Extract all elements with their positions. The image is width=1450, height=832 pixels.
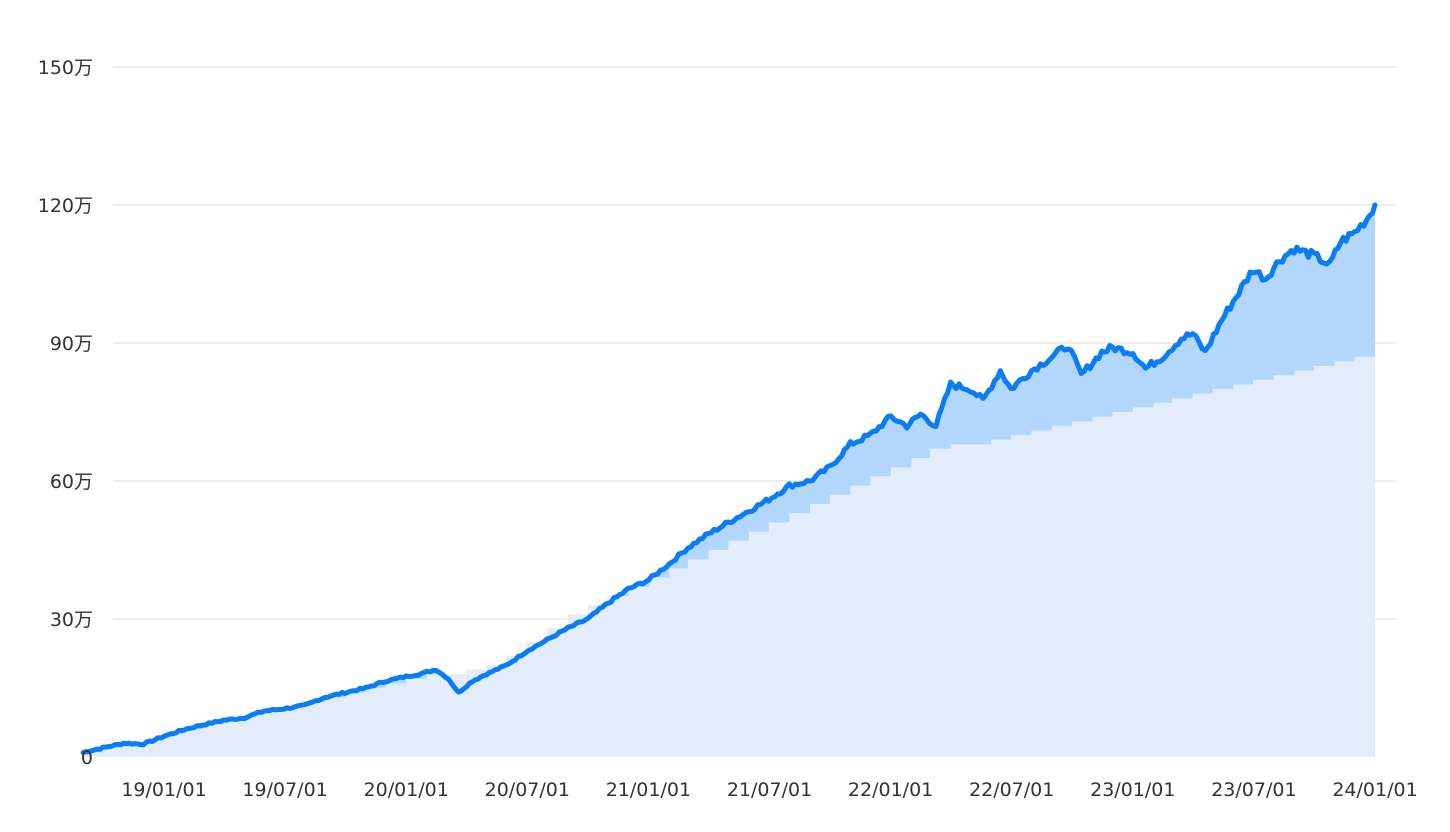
x-axis-tick-labels: 19/01/01 19/07/01 20/01/01 20/07/01 21/01/01… xyxy=(121,779,1417,801)
y-tick-label: 30万 xyxy=(50,609,93,631)
value-line-series xyxy=(80,202,1378,755)
x-tick-label: 22/01/01 xyxy=(848,779,933,801)
x-tick-label: 19/07/01 xyxy=(242,779,327,801)
y-tick-label: 0 xyxy=(81,747,93,769)
x-tick-label: 22/07/01 xyxy=(969,779,1054,801)
x-tick-label: 20/07/01 xyxy=(485,779,570,801)
x-tick-label: 20/01/01 xyxy=(364,779,449,801)
x-tick-label: 19/01/01 xyxy=(121,779,206,801)
x-tick-label: 24/01/01 xyxy=(1332,779,1417,801)
value-line xyxy=(80,202,1378,755)
x-tick-label: 21/07/01 xyxy=(727,779,812,801)
x-tick-label: 23/07/01 xyxy=(1211,779,1296,801)
x-tick-label: 21/01/01 xyxy=(606,779,691,801)
y-tick-label: 120万 xyxy=(38,195,93,217)
y-tick-label: 60万 xyxy=(50,471,93,493)
principal-step-area xyxy=(83,352,1376,757)
x-tick-label: 23/01/01 xyxy=(1090,779,1175,801)
plot-areas xyxy=(83,205,1376,757)
y-tick-label: 150万 xyxy=(38,57,93,79)
y-tick-label: 90万 xyxy=(50,333,93,355)
y-axis-tick-labels: 0 30万 60万 90万 120万 150万 xyxy=(38,57,93,769)
